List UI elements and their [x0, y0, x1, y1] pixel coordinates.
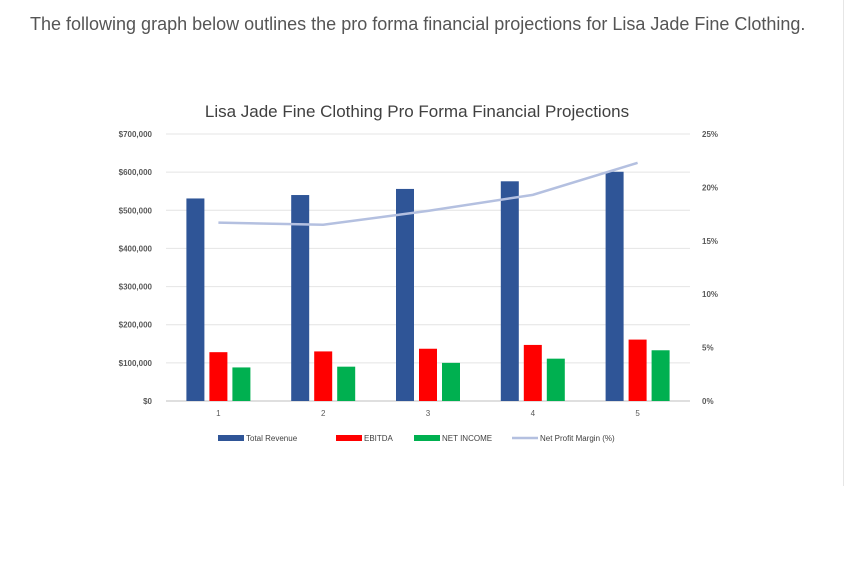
left-axis-tick-label: $100,000: [119, 359, 153, 368]
bar-net-income-2: [337, 366, 356, 401]
bar-total-revenue-1: [186, 198, 205, 401]
financial-projections-chart: Lisa Jade Fine Clothing Pro Forma Financ…: [100, 92, 740, 464]
left-axis-tick-label: $0: [143, 397, 152, 406]
chart-title: Lisa Jade Fine Clothing Pro Forma Financ…: [205, 102, 629, 121]
legend-swatch-net-income: [414, 435, 440, 441]
left-axis-tick-label: $700,000: [119, 130, 153, 139]
series-line-net-profit-margin-: [218, 161, 638, 227]
x-axis-tick-label: 5: [635, 409, 640, 418]
left-axis-tick-label: $200,000: [119, 321, 153, 330]
bar-total-revenue-3: [396, 188, 414, 401]
x-axis-tick-label: 2: [321, 409, 326, 418]
bar-net-income-5: [651, 350, 670, 401]
bar-total-revenue-4: [500, 181, 519, 401]
intro-paragraph: The following graph below outlines the p…: [30, 14, 806, 34]
bar-ebitda-1: [209, 352, 228, 401]
page-edge-divider: [843, 0, 844, 486]
bar-ebitda-2: [314, 351, 333, 401]
legend-label-ebitda: EBITDA: [364, 434, 394, 443]
bars-layer: [186, 171, 670, 401]
right-axis-tick-label: 10%: [702, 290, 718, 299]
legend-swatch-ebitda: [336, 435, 362, 441]
bar-ebitda-3: [419, 348, 437, 401]
right-axis-tick-label: 20%: [702, 183, 718, 192]
bar-ebitda-4: [523, 344, 542, 401]
x-axis-labels: 1 2 3 4 5: [216, 409, 640, 418]
chart-svg: Lisa Jade Fine Clothing Pro Forma Financ…: [119, 102, 718, 443]
left-axis-tick-label: $300,000: [119, 283, 153, 292]
right-axis-tick-label: 15%: [702, 237, 718, 246]
right-axis-tick-label: 5%: [702, 344, 714, 353]
left-axis-ticks: $0 $100,000 $200,000 $300,000 $400,000 $500,0…: [119, 130, 153, 406]
x-axis-tick-label: 1: [216, 409, 221, 418]
bar-total-revenue-5: [605, 171, 624, 401]
x-axis-tick-label: 4: [531, 409, 536, 418]
bar-net-income-3: [442, 362, 460, 401]
chart-legend: Total Revenue EBITDA NET INCOME Net Profit …: [218, 434, 615, 443]
bar-ebitda-5: [628, 339, 647, 401]
right-axis-ticks: 0% 5% 10% 15% 20% 25%: [702, 130, 718, 406]
left-axis-tick-label: $500,000: [119, 206, 153, 215]
bar-net-income-4: [546, 358, 565, 401]
right-axis-tick-label: 0%: [702, 397, 714, 406]
legend-swatch-total-revenue: [218, 435, 244, 441]
bar-total-revenue-2: [291, 195, 310, 401]
bar-net-income-1: [232, 367, 251, 401]
legend-label-net-profit-margin-: Net Profit Margin (%): [540, 434, 615, 443]
x-axis-tick-label: 3: [426, 409, 431, 418]
legend-label-total-revenue: Total Revenue: [246, 434, 298, 443]
left-axis-tick-label: $400,000: [119, 244, 153, 253]
legend-label-net-income: NET INCOME: [442, 434, 492, 443]
right-axis-tick-label: 25%: [702, 130, 718, 139]
margin-line-layer: [218, 161, 638, 227]
left-axis-tick-label: $600,000: [119, 168, 153, 177]
